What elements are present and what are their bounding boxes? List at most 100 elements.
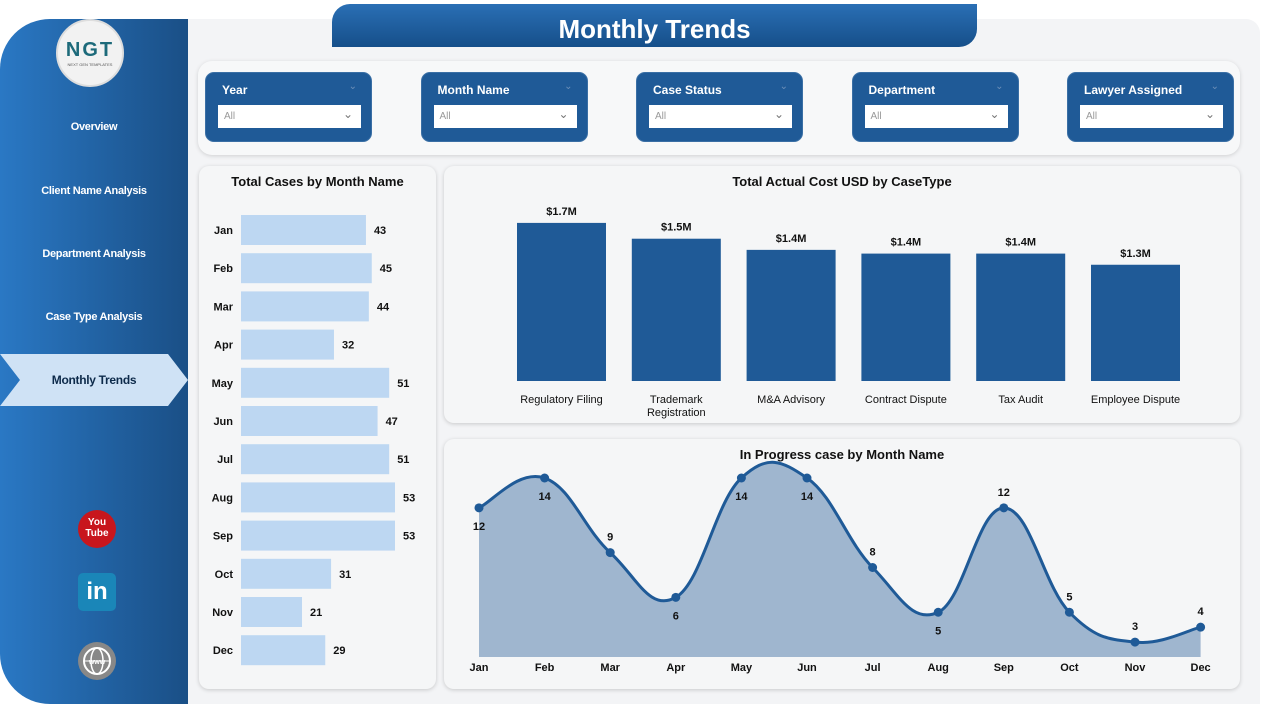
data-point	[540, 473, 550, 483]
bar	[241, 635, 326, 666]
chevron-down-icon[interactable]: ⌄	[564, 81, 573, 92]
y-tick-label: Jun	[213, 416, 233, 428]
chevron-down-icon: ⌄	[989, 107, 1000, 121]
chart-title: Total Actual Cost USD by CaseType	[732, 174, 952, 189]
linkedin-icon[interactable]: in	[78, 573, 116, 611]
filter-month-name[interactable]: Month Name ⌄ All ⌄	[420, 72, 588, 142]
youtube-icon[interactable]: You Tube	[78, 510, 116, 548]
data-label: $1.7M	[546, 206, 577, 218]
data-label: 14	[735, 491, 748, 503]
x-tick-label: Registration	[647, 407, 706, 419]
filter-value: All	[655, 111, 667, 122]
filter-label: Month Name	[437, 83, 510, 97]
bar	[241, 558, 332, 589]
data-point	[1064, 607, 1074, 617]
data-label: 45	[380, 263, 392, 275]
data-label: 51	[397, 454, 409, 466]
x-tick-label: Employee Dispute	[1091, 394, 1180, 406]
cases-by-month-chart: Jan 43 Feb 45 Mar 44 Apr 32 May 51 Jun 47 Jul 51 Aug 53…	[212, 215, 415, 666]
y-tick-label: Jul	[217, 454, 233, 466]
logo: NGT NEXT GEN TEMPLATES	[56, 19, 124, 87]
filter-dropdown[interactable]: All ⌄	[1080, 105, 1223, 128]
cases-by-month-card: Total Cases by Month Name Jan 43 Feb 45 Mar 4…	[199, 166, 436, 689]
data-point	[1196, 622, 1206, 632]
x-tick-label: Jan	[470, 662, 489, 674]
filter-case-status[interactable]: Case Status ⌄ All ⌄	[636, 72, 803, 142]
chevron-down-icon: ⌄	[773, 107, 784, 121]
data-label: $1.4M	[776, 233, 807, 245]
nav-monthly-trends[interactable]: Monthly Trends	[0, 354, 188, 406]
filter-bar: Year ⌄ All ⌄ Month Name ⌄ All ⌄ Case Status ⌄ All ⌄…	[198, 61, 1240, 155]
nav-case-type-analysis[interactable]: Case Type Analysis	[45, 311, 143, 323]
data-label: 43	[374, 225, 386, 237]
website-icon[interactable]: www	[78, 642, 116, 680]
nav-client-name-analysis[interactable]: Client Name Analysis	[41, 185, 147, 197]
chevron-down-icon: ⌄	[558, 107, 569, 121]
chevron-down-icon: ⌄	[1204, 107, 1215, 121]
x-tick-label: Contract Dispute	[865, 394, 947, 406]
sidebar: NGT NEXT GEN TEMPLATES Overview Client Na…	[0, 19, 188, 704]
data-label: 4	[1198, 606, 1205, 618]
data-label: $1.5M	[661, 222, 692, 234]
bar	[241, 406, 378, 436]
cost-by-casetype-chart: $1.7M Regulatory Filing $1.5M TrademarkRegi…	[517, 206, 1180, 419]
data-point	[736, 473, 746, 483]
data-label: 3	[1132, 621, 1138, 633]
bar	[241, 329, 334, 360]
data-label: 53	[403, 492, 415, 504]
in-progress-chart: 12 Jan 14 Feb 9 Mar 6 Apr 14 May 14 Jun 8 Jul 5 Aug 12 Se…	[470, 460, 1211, 674]
bar	[241, 253, 372, 284]
in-progress-card: In Progress case by Month Name 12 Jan 14 Fe…	[444, 439, 1240, 689]
y-tick-label: Nov	[212, 607, 234, 619]
bar	[241, 367, 390, 398]
x-tick-label: Jun	[797, 662, 817, 674]
y-tick-label: Apr	[214, 340, 234, 352]
data-label: 51	[397, 378, 409, 390]
nav-overview[interactable]: Overview	[70, 121, 118, 133]
x-tick-label: M&A Advisory	[757, 394, 825, 406]
bar	[241, 444, 390, 475]
chevron-down-icon[interactable]: ⌄	[995, 81, 1004, 92]
data-point	[605, 548, 615, 558]
y-tick-label: Mar	[213, 301, 233, 313]
data-label: 32	[342, 340, 354, 352]
chevron-down-icon: ⌄	[342, 107, 353, 121]
y-tick-label: May	[212, 378, 234, 390]
y-tick-label: Sep	[213, 531, 233, 543]
x-tick-label: Jul	[865, 662, 881, 674]
x-tick-label: Feb	[535, 662, 555, 674]
filter-dropdown[interactable]: All ⌄	[649, 105, 792, 128]
data-label: 31	[339, 569, 351, 581]
filter-dropdown[interactable]: All ⌄	[433, 105, 577, 128]
y-tick-label: Jan	[214, 225, 233, 237]
bar	[861, 253, 951, 381]
filter-department[interactable]: Department ⌄ All ⌄	[851, 72, 1019, 142]
filter-dropdown[interactable]: All ⌄	[864, 105, 1008, 128]
chart-title: In Progress case by Month Name	[739, 447, 945, 462]
x-tick-label: Aug	[928, 662, 949, 674]
bar	[976, 253, 1066, 381]
y-tick-label: Dec	[213, 645, 233, 657]
data-point	[1130, 637, 1140, 647]
data-label: 47	[386, 416, 398, 428]
data-point	[999, 503, 1009, 513]
chevron-down-icon[interactable]: ⌄	[348, 81, 357, 92]
filter-lawyer-assigned[interactable]: Lawyer Assigned ⌄ All ⌄	[1067, 72, 1234, 142]
bar	[241, 520, 395, 551]
x-tick-label: Mar	[600, 662, 620, 674]
nav-department-analysis[interactable]: Department Analysis	[42, 248, 146, 260]
chevron-down-icon[interactable]: ⌄	[1210, 81, 1219, 92]
bar	[1091, 264, 1180, 381]
bar	[241, 482, 395, 513]
chevron-down-icon[interactable]: ⌄	[779, 81, 788, 92]
data-point	[868, 563, 878, 572]
y-tick-label: Oct	[215, 569, 234, 581]
bar	[241, 597, 303, 627]
filter-dropdown[interactable]: All ⌄	[218, 105, 361, 128]
filter-value: All	[439, 111, 451, 122]
x-tick-label: Nov	[1125, 662, 1147, 674]
filter-label: Year	[222, 83, 248, 97]
data-label: $1.4M	[891, 237, 922, 249]
x-tick-label: Dec	[1191, 662, 1211, 674]
filter-year[interactable]: Year ⌄ All ⌄	[205, 72, 372, 142]
